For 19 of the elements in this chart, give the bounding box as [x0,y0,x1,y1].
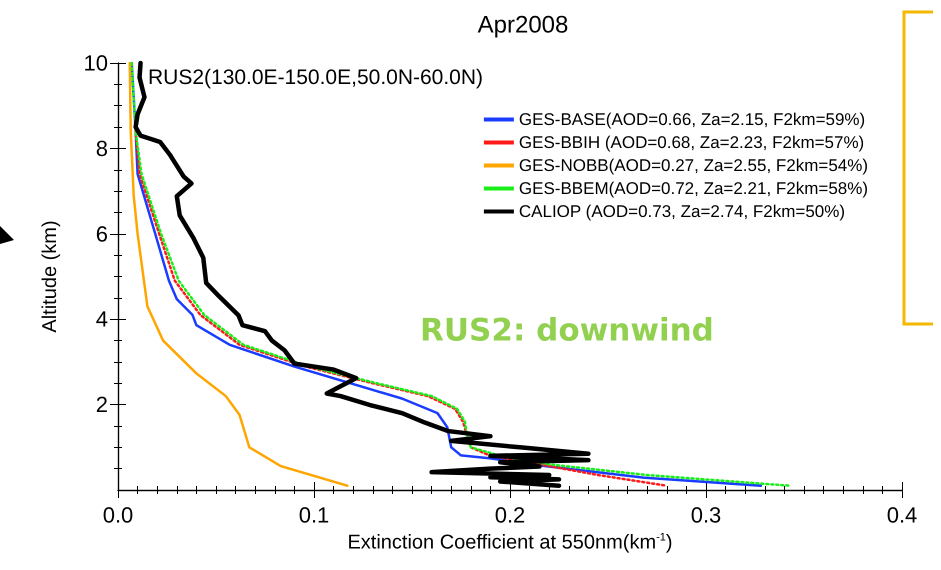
legend-label: GES-BASE(AOD=0.66, Za=2.15, F2km=59%) [518,110,866,129]
x-tick-label: 0.3 [690,502,722,528]
x-tick-label: 0.4 [886,502,918,528]
y-tick-label: 10 [84,50,108,76]
y-tick-label: 2 [96,392,108,418]
x-tick-label: 0.0 [102,502,134,528]
legend-label: CALIOP (AOD=0.73, Za=2.74, F2km=50%) [518,202,846,221]
y-tick-label: 8 [96,136,108,161]
annotation: RUS2(130.0E-150.0E,50.0N-60.0N) [148,66,484,89]
legend-label: GES-NOBB(AOD=0.27, Za=2.55, F2km=54%) [518,156,868,175]
annotation: RUS2: downwind [420,312,714,348]
chart-title: Apr2008 [478,12,568,38]
y-tick-label: 6 [96,221,108,246]
legend-label: GES-BBIH (AOD=0.68, Za=2.23, F2km=57%) [518,133,864,152]
y-tick-label: 4 [96,306,108,332]
x-tick-label: 0.1 [298,502,330,528]
y-axis-title: Altitude (km) [39,220,61,333]
x-tick-label: 0.2 [494,502,526,528]
legend-label: GES-BBEM(AOD=0.72, Za=2.21, F2km=58%) [518,179,868,198]
